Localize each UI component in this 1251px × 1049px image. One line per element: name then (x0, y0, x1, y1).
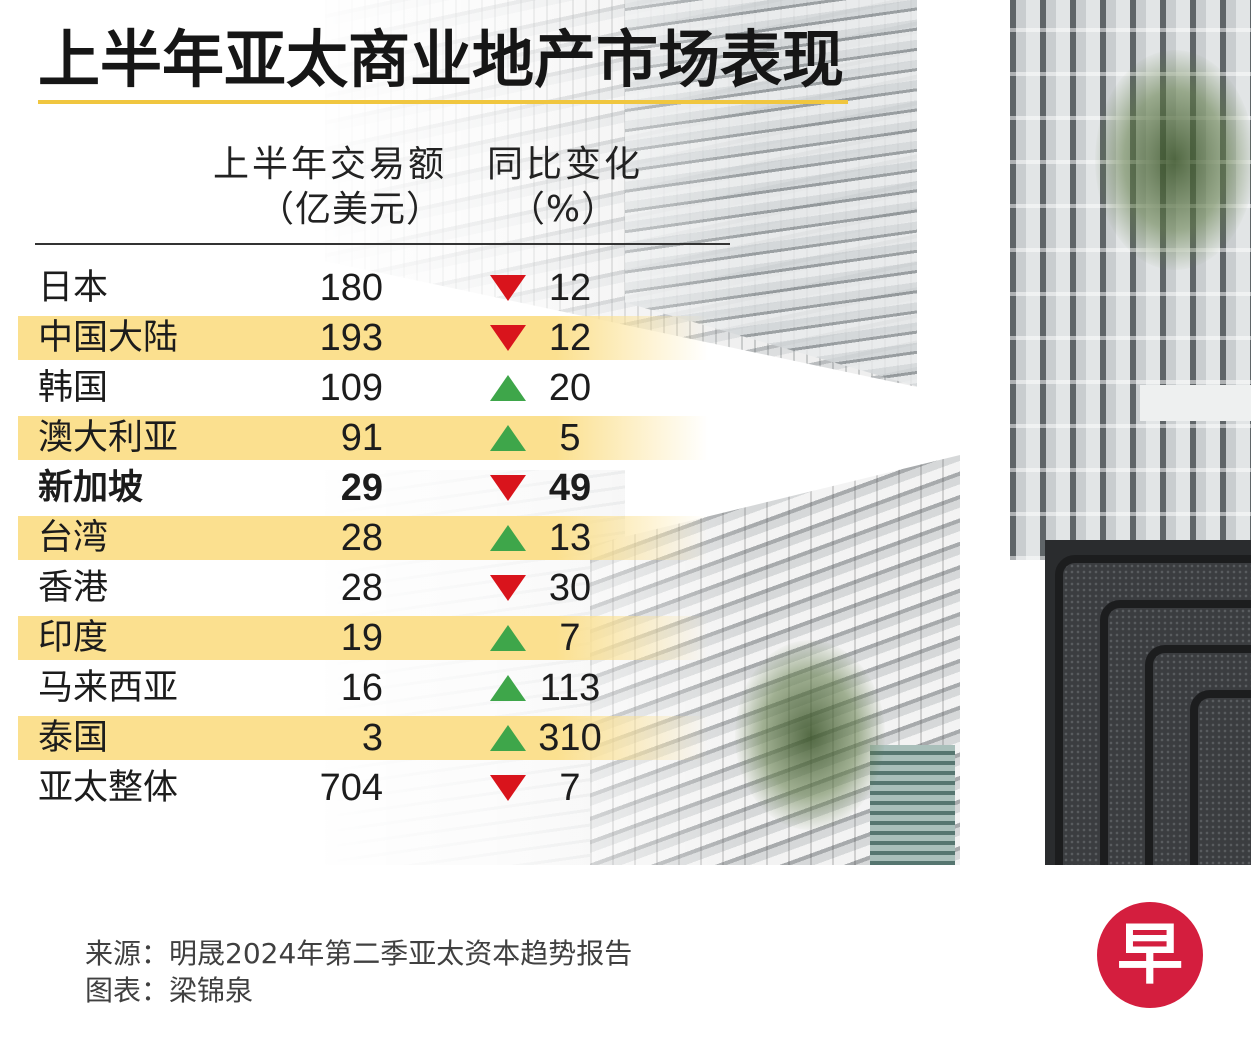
tree-foliage (1095, 50, 1251, 270)
market-name: 日本 (38, 268, 109, 308)
volume-value: 180 (319, 267, 383, 309)
dark-building (1045, 540, 1251, 865)
table-row-taiwan: 台湾 28 13 (0, 513, 760, 563)
change-value: 5 (559, 417, 581, 459)
change-value: 49 (548, 467, 592, 509)
building-tower-band (1140, 385, 1251, 421)
down-arrow-icon (490, 775, 526, 801)
glass-building-small (870, 745, 955, 865)
volume-value: 3 (361, 717, 383, 759)
zaobao-logo: 早 (1097, 902, 1203, 1008)
change-value: 7 (559, 617, 581, 659)
up-arrow-icon (490, 675, 526, 701)
change-unit-label: （%） (508, 189, 619, 230)
table-row-malaysia: 马来西亚 16 113 (0, 663, 760, 713)
header-divider (35, 243, 730, 245)
up-arrow-icon (490, 375, 526, 401)
change-value: 20 (548, 367, 592, 409)
market-name: 泰国 (38, 718, 109, 758)
chart-credit: 图表：梁锦泉 (85, 974, 254, 1007)
table-row-asia-pacific-total: 亚太整体 704 7 (0, 763, 760, 813)
market-name: 韩国 (38, 368, 109, 408)
down-arrow-icon (490, 325, 526, 351)
market-name: 马来西亚 (38, 668, 179, 708)
volume-value: 109 (319, 367, 383, 409)
market-name: 新加坡 (38, 468, 144, 508)
change-value: 30 (548, 567, 592, 609)
market-name: 澳大利亚 (38, 418, 179, 458)
page-title: 上半年亚太商业地产市场表现 (38, 23, 845, 96)
table-row-thailand: 泰国 3 310 (0, 713, 760, 763)
volume-value: 704 (319, 767, 383, 809)
change-value: 12 (548, 267, 592, 309)
table-row-australia: 澳大利亚 91 5 (0, 413, 760, 463)
down-arrow-icon (490, 475, 526, 501)
table-row-mainland-china: 中国大陆 193 12 (0, 313, 760, 363)
volume-value: 19 (340, 617, 383, 659)
volume-value: 28 (340, 567, 383, 609)
down-arrow-icon (490, 275, 526, 301)
change-value: 7 (559, 767, 581, 809)
volume-column-header: 上半年交易额 (213, 144, 448, 185)
source-note: 来源：明晟2024年第二季亚太资本趋势报告 (85, 937, 633, 970)
up-arrow-icon (490, 725, 526, 751)
change-value: 310 (538, 717, 602, 759)
market-name: 印度 (38, 618, 109, 658)
market-name: 香港 (38, 568, 109, 608)
volume-value: 193 (319, 317, 383, 359)
up-arrow-icon (490, 425, 526, 451)
tree-foliage (735, 640, 885, 830)
logo-glyph: 早 (1117, 916, 1183, 993)
volume-value: 16 (340, 667, 383, 709)
title-underline (38, 100, 848, 104)
table-body: 日本 180 12 中国大陆 193 12 韩国 109 20 澳大利亚 91 … (0, 263, 760, 813)
volume-value: 28 (340, 517, 383, 559)
table-row-japan: 日本 180 12 (0, 263, 760, 313)
table-row-south-korea: 韩国 109 20 (0, 363, 760, 413)
volume-unit-label: （亿美元） (258, 189, 444, 230)
down-arrow-icon (490, 575, 526, 601)
change-value: 13 (548, 517, 592, 559)
table-row-hong-kong: 香港 28 30 (0, 563, 760, 613)
up-arrow-icon (490, 525, 526, 551)
change-value: 12 (548, 317, 592, 359)
volume-value: 91 (340, 417, 383, 459)
volume-value: 29 (340, 467, 383, 509)
market-name: 中国大陆 (38, 318, 179, 358)
market-name: 台湾 (38, 518, 109, 558)
change-column-header: 同比变化 (487, 144, 644, 185)
market-name: 亚太整体 (38, 768, 179, 808)
table-row-india: 印度 19 7 (0, 613, 760, 663)
table-row-singapore: 新加坡 29 49 (0, 463, 760, 513)
up-arrow-icon (490, 625, 526, 651)
change-value: 113 (539, 667, 601, 709)
dark-building-panel (1190, 690, 1251, 865)
